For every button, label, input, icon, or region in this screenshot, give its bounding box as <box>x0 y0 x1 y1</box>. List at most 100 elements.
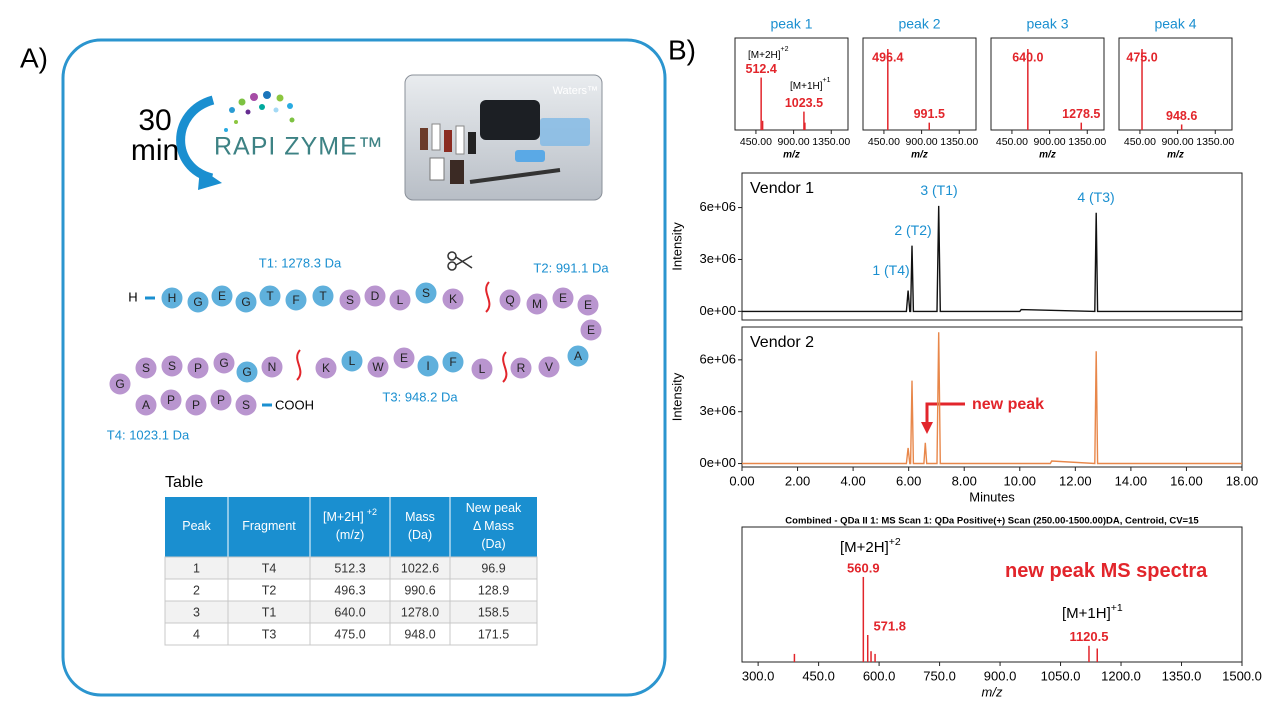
x-tick-label: 450.00 <box>868 136 900 148</box>
chart-title: peak 3 <box>1026 16 1068 32</box>
chart-title: Vendor 2 <box>750 334 814 351</box>
logo: RAPI ZYME™ <box>214 133 384 161</box>
x-tick-label: 1350.00 <box>940 136 978 148</box>
column-header-text: (Da) <box>481 537 505 551</box>
residue-letter: D <box>371 289 380 303</box>
x-tick-label: 16.00 <box>1170 473 1203 488</box>
annotation-sup: +2 <box>781 46 789 53</box>
cleavage-marks <box>296 281 508 383</box>
table-cell: T2 <box>262 583 277 597</box>
x-axis-label: m/z <box>911 150 928 161</box>
residue-letter: G <box>193 295 202 309</box>
brand: Waters™ <box>553 85 598 97</box>
x-tick-label: 900.00 <box>1034 136 1066 148</box>
x-tick-label: 0.00 <box>729 473 754 488</box>
column-header: Fragment <box>242 519 296 533</box>
table-row <box>164 622 538 646</box>
x-tick-label: 1500.0 <box>1222 668 1262 683</box>
annotation: 3 (T1) <box>920 182 957 198</box>
scissors <box>447 251 473 271</box>
residue <box>258 284 282 308</box>
chart-title: Combined - QDa II 1: MS Scan 1: QDa Posi… <box>785 516 1199 527</box>
peak-label: 560.9 <box>847 560 880 575</box>
annotation: 4 (T3) <box>1077 189 1114 205</box>
logo-dots <box>224 91 295 132</box>
residue-letter: R <box>517 361 526 375</box>
annotation-text: [M+1H] <box>790 81 823 92</box>
table-cell: 4 <box>193 627 200 641</box>
column-header: Δ Mass <box>473 519 514 533</box>
x-tick-label: 6.00 <box>896 473 921 488</box>
residue <box>311 284 335 308</box>
residue <box>314 356 338 380</box>
peak-label: 991.5 <box>914 107 945 121</box>
peak-label: 640.0 <box>1012 50 1043 64</box>
x-axis-label: m/z <box>783 150 800 161</box>
x-tick-label: 1350.00 <box>812 136 850 148</box>
panel-a-frame <box>61 38 667 697</box>
x-axis-label: Minutes <box>969 489 1015 504</box>
chart-title: peak 1 <box>770 16 812 32</box>
residue <box>392 346 416 370</box>
table-cell: T3 <box>262 627 277 641</box>
column-header: New peak <box>466 501 522 515</box>
y-tick-label: 6e+06 <box>699 351 736 366</box>
x-tick-label: 900.0 <box>984 668 1017 683</box>
column-header: (Da) <box>481 537 505 551</box>
arrow-head <box>198 168 222 190</box>
x-tick-label: 12.00 <box>1059 473 1092 488</box>
x-tick-label: 10.00 <box>1004 473 1037 488</box>
column-header: [M+2H] +2 <box>323 507 377 524</box>
residue-letter: G <box>242 365 251 379</box>
chromatogram <box>742 332 1242 465</box>
residue-letter: K <box>322 361 330 375</box>
residue <box>537 355 561 379</box>
column-header-text: New peak <box>466 501 522 515</box>
new-peak-arrow-head <box>921 422 933 434</box>
residue-letter: G <box>241 295 250 309</box>
x-tick-label: 450.00 <box>1124 136 1156 148</box>
annotation: [M+1H]+1 <box>790 77 831 92</box>
annotation-text: 4 (T3) <box>1077 189 1114 205</box>
residue <box>108 372 132 396</box>
time-unit: min <box>131 134 179 167</box>
peak-label: 948.6 <box>1166 109 1197 123</box>
residue <box>186 290 210 314</box>
residue <box>576 293 600 317</box>
column-header-text: Mass <box>405 510 435 524</box>
x-axis-label: m/z <box>1167 150 1184 161</box>
residue-letter: W <box>372 360 384 374</box>
column-header: Mass <box>405 510 435 524</box>
residue-letter: P <box>194 361 202 375</box>
y-tick-label: 0e+00 <box>699 455 736 470</box>
x-tick-label: 450.00 <box>996 136 1028 148</box>
residue <box>470 357 494 381</box>
column-header-text: Fragment <box>242 519 296 533</box>
residue <box>525 292 549 316</box>
chart-title: Vendor 1 <box>750 180 814 197</box>
residue <box>134 393 158 417</box>
residue-letter: F <box>292 293 299 307</box>
residue <box>234 290 258 314</box>
annotation-text: 1 (T4) <box>872 262 909 278</box>
x-tick-label: 1350.0 <box>1162 668 1202 683</box>
residue <box>366 355 390 379</box>
x-tick-label: 4.00 <box>840 473 865 488</box>
residue-letter: I <box>426 359 429 373</box>
residue <box>212 351 236 375</box>
table-caption: Table <box>165 474 203 491</box>
residue-letter: P <box>192 398 200 412</box>
residue <box>388 288 412 312</box>
residue-letter: A <box>574 349 582 363</box>
residue-letter: N <box>268 360 277 374</box>
peak-label: 512.4 <box>746 62 777 76</box>
time: 30 <box>138 104 171 137</box>
annotation-sup: +1 <box>1111 602 1123 614</box>
x-tick-label: 18.00 <box>1226 473 1259 488</box>
residue-letter: P <box>167 393 175 407</box>
x-tick-label: 2.00 <box>785 473 810 488</box>
column-header-sup: +2 <box>367 507 377 517</box>
residue-letter: G <box>115 377 124 391</box>
